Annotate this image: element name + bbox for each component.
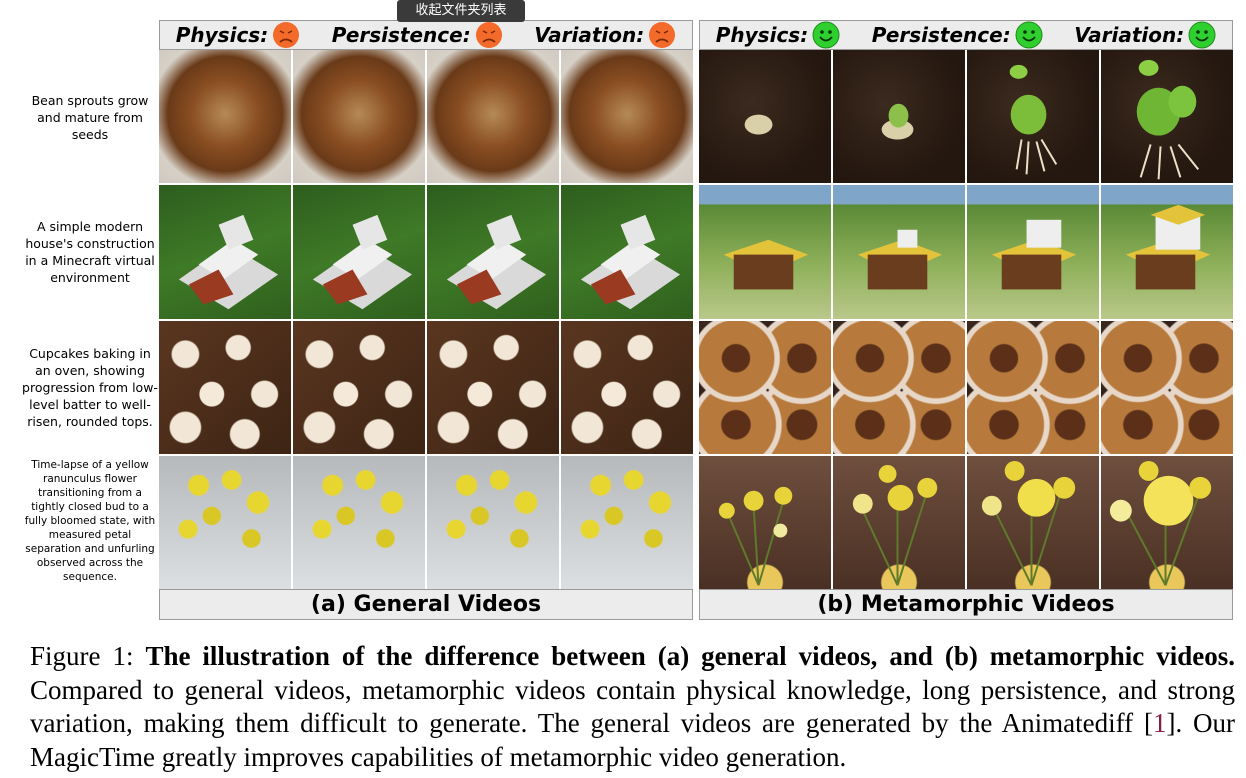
video-frame [427, 320, 559, 454]
video-frame [159, 50, 291, 184]
video-frame [1101, 50, 1233, 184]
citation-link[interactable]: 1 [1152, 708, 1167, 738]
prompt-sprouts: Bean sprouts grow and mature from seeds [31, 92, 149, 142]
video-frame [699, 455, 831, 589]
video-frame [427, 185, 559, 319]
video-frame [967, 455, 1099, 589]
video-frame [699, 320, 831, 454]
header-variation-b: Variation: [1074, 21, 1216, 49]
header-variation-a: Variation: [534, 21, 676, 49]
video-frame [159, 185, 291, 319]
caption-label: Figure 1: [30, 641, 134, 671]
panel-b-footer: (b) Metamorphic Videos [699, 589, 1233, 620]
figure-caption: Figure 1: The illustration of the differ… [30, 640, 1235, 774]
panel-a-footer: (a) General Videos [159, 589, 693, 620]
video-frame [561, 50, 693, 184]
video-frame [967, 320, 1099, 454]
prompt-flower: Time-lapse of a yellow ranunculus flower… [24, 459, 156, 583]
video-frame [561, 185, 693, 319]
smile-face-icon [1188, 21, 1216, 49]
header-label: Persistence: [331, 23, 471, 47]
smile-face-icon [1015, 21, 1043, 49]
metamorphic-videos-grid [699, 50, 1233, 589]
video-frame [427, 455, 559, 589]
sad-face-icon [649, 22, 676, 48]
video-frame [833, 50, 965, 184]
video-frame [1101, 455, 1233, 589]
video-frame [293, 50, 425, 184]
video-frame [699, 50, 831, 184]
header-label: Variation: [1074, 23, 1185, 47]
video-frame [967, 185, 1099, 319]
prompt-minecraft: A simple modern house's construction in … [25, 219, 155, 285]
video-frame [293, 185, 425, 319]
video-frame [293, 320, 425, 454]
video-frame [159, 320, 291, 454]
caption-bold: The illustration of the difference betwe… [145, 641, 1236, 671]
header-physics-a: Physics: [176, 21, 300, 49]
sad-face-icon [475, 22, 502, 48]
tooltip: 收起文件夹列表 [397, 0, 525, 22]
video-frame [1101, 320, 1233, 454]
video-frame [159, 455, 291, 589]
header-persistence-b: Persistence: [872, 21, 1043, 49]
caption-body-1: Compared to general videos, metamorphic … [30, 674, 1235, 739]
header-label: Physics: [175, 23, 269, 47]
video-frame [833, 320, 965, 454]
general-videos-grid [159, 50, 693, 589]
video-frame [561, 320, 693, 454]
header-label: Variation: [534, 23, 645, 47]
header-physics-b: Physics: [716, 21, 840, 49]
video-frame [293, 455, 425, 589]
video-frame [833, 185, 965, 319]
video-frame [561, 455, 693, 589]
header-label: Physics: [715, 23, 809, 47]
video-frame [699, 185, 831, 319]
video-frame [1101, 185, 1233, 319]
prompt-cupcakes: Cupcakes baking in an oven, showing prog… [22, 345, 158, 429]
smile-face-icon [812, 21, 840, 49]
panel-a-header: Physics: Persistence: Variation: [159, 20, 693, 50]
panel-b-header: Physics: Persistence: Variation: [699, 20, 1233, 50]
header-label: Persistence: [871, 23, 1011, 47]
video-frame [427, 50, 559, 184]
video-frame [967, 50, 1099, 184]
sad-face-icon [273, 22, 300, 48]
header-persistence-a: Persistence: [332, 21, 503, 49]
video-frame [833, 455, 965, 589]
caption-body-2: ]. Our MagicTime greatly improves capabi… [30, 708, 1235, 772]
